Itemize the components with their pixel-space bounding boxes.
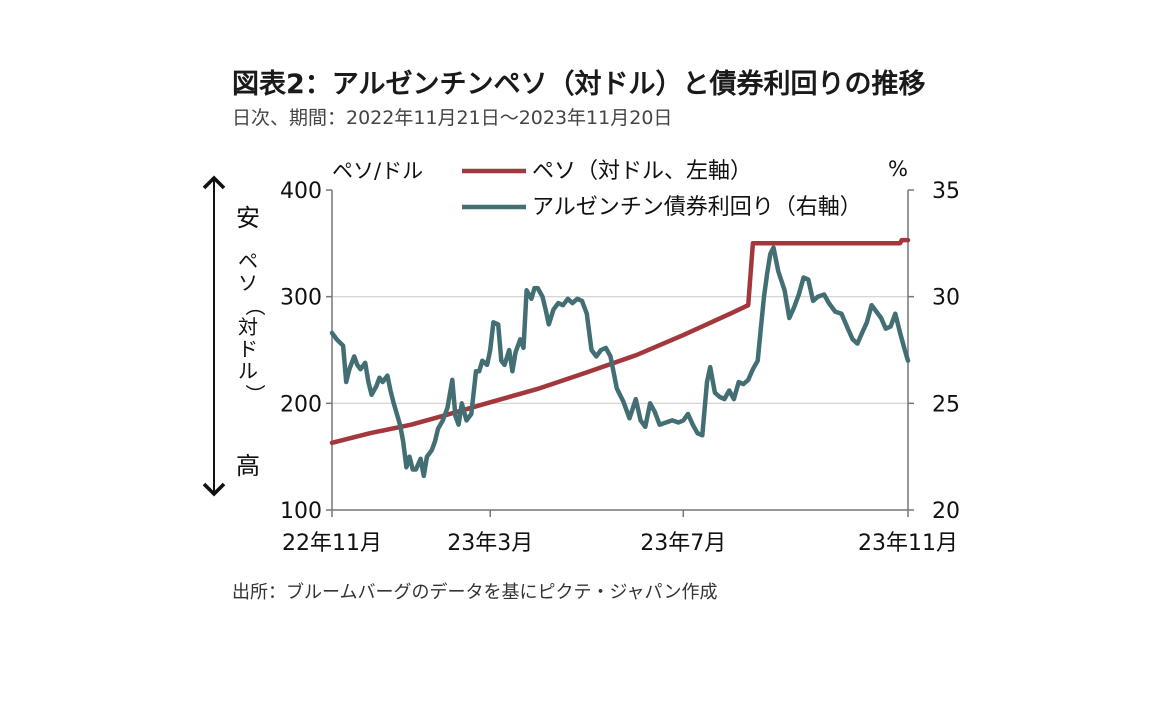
right-unit-label: %	[888, 157, 908, 181]
x-tick-label: 23年11月	[858, 531, 958, 556]
left-axis-label-char: ル	[238, 359, 258, 383]
series-line-bond-yield	[329, 245, 911, 479]
left-axis-label-char: ）	[243, 384, 267, 404]
series-line-peso	[329, 237, 911, 446]
x-tick-label: 23年7月	[640, 531, 726, 556]
left-axis-label-char: ソ	[238, 271, 258, 295]
arrow-top-label: 安	[236, 204, 260, 232]
legend-label-bond-yield: アルゼンチン債券利回り（右軸）	[532, 195, 862, 220]
left-axis-label-char: ペ	[238, 249, 258, 273]
left-tick-label: 400	[280, 179, 322, 204]
x-tick-label: 22年11月	[282, 531, 382, 556]
left-tick-label: 300	[280, 286, 322, 311]
right-tick-label: 30	[932, 286, 960, 311]
left-axis-label-char: ド	[238, 337, 258, 361]
right-tick-label: 35	[932, 179, 960, 204]
left-axis-label-char: 対	[238, 315, 258, 339]
legend-label-peso: ペソ（対ドル、左軸）	[532, 159, 752, 184]
arrow-bottom-label: 高	[236, 452, 260, 480]
left-tick-label: 100	[280, 499, 322, 524]
right-tick-label: 20	[932, 499, 960, 524]
chart-source: 出所：ブルームバーグのデータを基にピクテ・ジャパン作成	[232, 582, 718, 603]
x-tick-label: 23年3月	[447, 531, 533, 556]
left-axis-label-char: （	[243, 296, 267, 316]
left-tick-label: 200	[280, 392, 322, 417]
chart-title: 図表2：アルゼンチンペソ（対ドル）と債券利回りの推移	[232, 69, 926, 100]
left-unit-label: ペソ/ドル	[332, 159, 423, 183]
chart-subtitle: 日次、期間：2022年11月21日～2023年11月20日	[232, 107, 673, 129]
right-tick-label: 25	[932, 392, 960, 417]
